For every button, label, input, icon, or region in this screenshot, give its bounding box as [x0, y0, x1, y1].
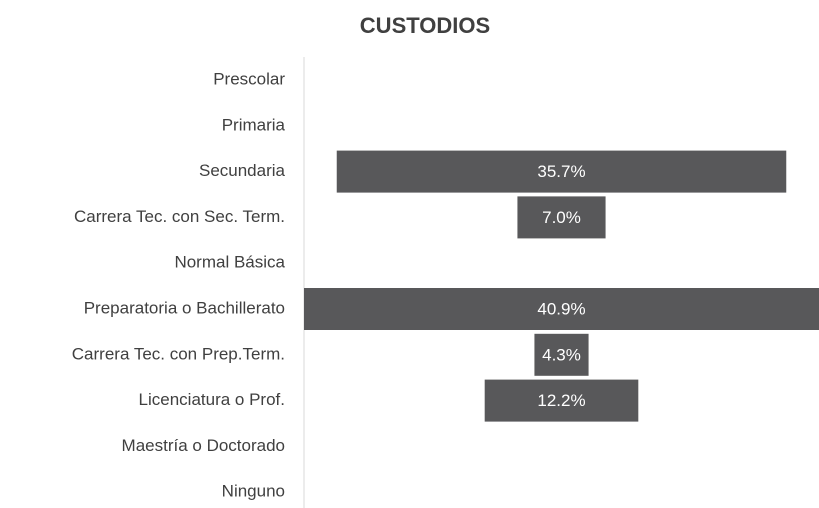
category-label: Carrera Tec. con Sec. Term. — [74, 207, 285, 226]
chart-title: CUSTODIOS — [360, 13, 490, 38]
category-label: Licenciatura o Prof. — [139, 390, 285, 409]
category-label: Maestría o Doctorado — [122, 436, 285, 455]
value-label: 12.2% — [537, 391, 585, 410]
value-label: 35.7% — [537, 162, 585, 181]
category-label: Ninguno — [222, 482, 285, 501]
category-label: Normal Básica — [174, 253, 285, 272]
value-label: 4.3% — [542, 345, 581, 364]
bar — [484, 379, 639, 422]
bar — [336, 150, 787, 193]
category-label: Secundaria — [199, 161, 286, 180]
category-label: Preparatoria o Bachillerato — [84, 298, 285, 317]
category-label: Prescolar — [213, 69, 285, 88]
value-label: 40.9% — [537, 299, 585, 318]
category-label: Carrera Tec. con Prep.Term. — [72, 344, 285, 363]
category-label: Primaria — [222, 115, 286, 134]
value-label: 7.0% — [542, 208, 581, 227]
bar — [534, 333, 589, 376]
bar — [304, 288, 819, 330]
bar — [517, 196, 606, 239]
